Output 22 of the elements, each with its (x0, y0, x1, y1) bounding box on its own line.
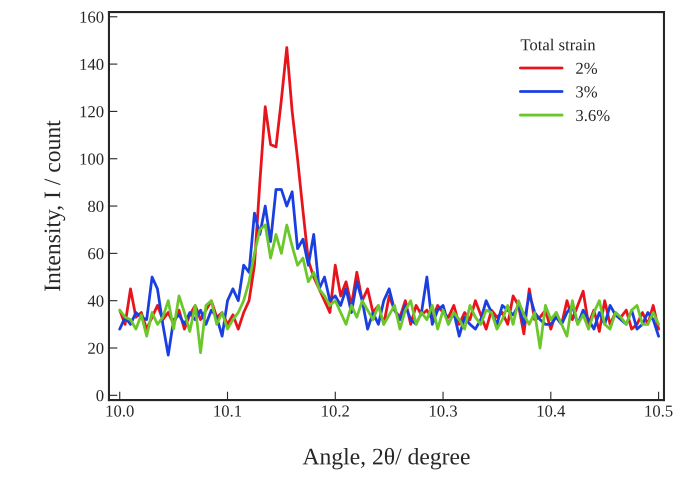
x-tick-label: 10.4 (538, 405, 566, 417)
y-tick-label: 20 (88, 342, 104, 354)
legend-label: 3% (576, 86, 598, 98)
x-tick-label: 10.1 (214, 405, 242, 417)
legend-title: Total strain (520, 38, 596, 50)
line-series (118, 224, 660, 354)
y-tick-label: 140 (80, 58, 104, 70)
y-tick-label: 0 (96, 390, 104, 402)
y-tick-label: 120 (80, 106, 104, 118)
x-axis-title: Angle, 2θ/ degree (302, 448, 470, 470)
x-tick-label: 10.3 (430, 405, 457, 417)
y-tick-label: 60 (88, 248, 104, 260)
legend-label: 3.6% (576, 110, 610, 122)
y-tick-label: 160 (80, 11, 104, 23)
x-tick-label: 10.0 (106, 405, 134, 417)
y-tick-label: 100 (80, 153, 104, 165)
y-tick-label: 80 (88, 200, 104, 212)
legend-label: 2% (576, 62, 598, 74)
x-tick-label: 10.2 (322, 405, 349, 417)
y-axis-title: Intensity, I / count (44, 120, 66, 291)
x-tick-label: 10.5 (645, 405, 673, 417)
y-tick-label: 40 (88, 295, 104, 307)
